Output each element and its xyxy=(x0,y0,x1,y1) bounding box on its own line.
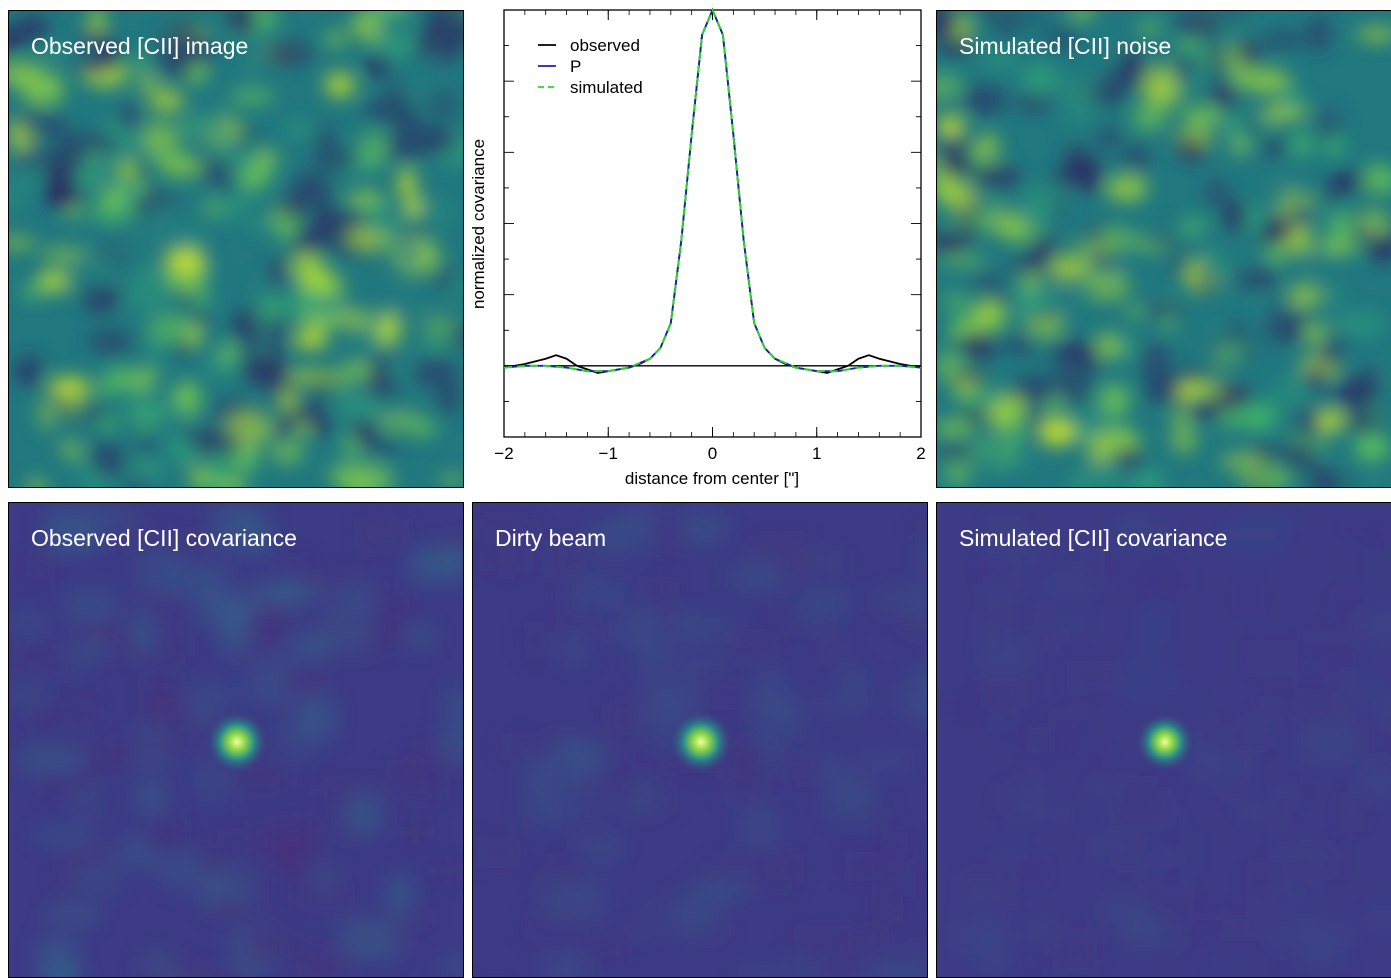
simulated-covariance-panel: Simulated [CII] covariance xyxy=(936,502,1391,978)
legend-label-observed: observed xyxy=(570,36,640,55)
observed-image-map xyxy=(9,11,463,487)
x-axis-label: distance from center ["] xyxy=(625,469,799,488)
dirty-beam-map xyxy=(473,503,927,977)
x-tick-label: −2 xyxy=(494,444,513,463)
y-axis-label: normalized covariance xyxy=(469,139,488,309)
observed-image-panel: Observed [CII] image xyxy=(8,10,464,488)
legend-label-simulated: simulated xyxy=(570,78,643,97)
x-tick-label: −1 xyxy=(599,444,618,463)
observed-covariance-map xyxy=(9,503,463,977)
observed-image-title: Observed [CII] image xyxy=(31,33,249,59)
x-tick-label: 0 xyxy=(708,444,717,463)
plot-area xyxy=(503,9,922,438)
observed-covariance-panel: Observed [CII] covariance xyxy=(8,502,464,978)
simulated-noise-panel: Simulated [CII] noise xyxy=(936,10,1391,488)
dirty-beam-panel: Dirty beam xyxy=(472,502,928,978)
simulated-noise-map xyxy=(937,11,1391,487)
dirty-beam-title: Dirty beam xyxy=(495,525,607,551)
simulated-noise-title: Simulated [CII] noise xyxy=(959,33,1172,59)
x-tick-label: 2 xyxy=(916,444,925,463)
series-line-simulated xyxy=(503,7,922,373)
simulated-covariance-title: Simulated [CII] covariance xyxy=(959,525,1228,551)
x-tick-label: 1 xyxy=(812,444,821,463)
observed-covariance-title: Observed [CII] covariance xyxy=(31,525,297,551)
legend-label-p: P xyxy=(570,57,581,76)
simulated-covariance-map xyxy=(937,503,1391,977)
